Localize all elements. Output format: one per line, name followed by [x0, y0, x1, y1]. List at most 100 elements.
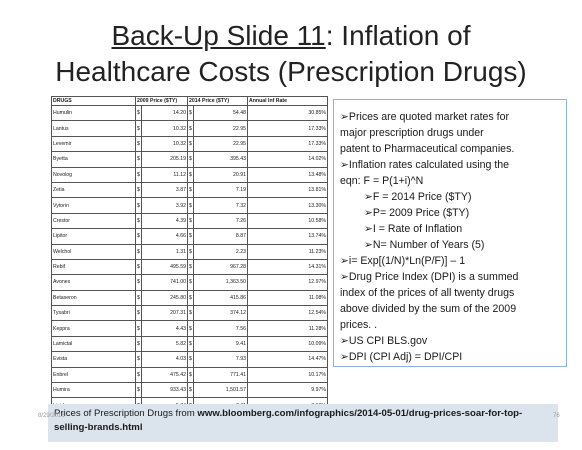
rate-cell: 17.33%	[247, 135, 328, 153]
rate-cell: 10.09%	[247, 335, 328, 353]
drug-cell: Tysabri	[51, 305, 136, 322]
header-drugs: DRUGS	[51, 96, 136, 106]
drug-cell: Avonex	[51, 274, 136, 291]
rate-cell: 10.17%	[247, 366, 328, 384]
price-2014-cell: 54.48	[193, 104, 248, 122]
price-2014-cell: 20.91	[193, 166, 248, 183]
note-subline: ➢N= Number of Years (5)	[364, 239, 485, 251]
rate-cell: 13.74%	[247, 228, 328, 245]
price-2009-cell: 5.82	[141, 335, 188, 353]
price-2009-cell: 4.03	[141, 351, 188, 368]
slide-title: Back-Up Slide 11: Inflation of Healthcar…	[0, 18, 582, 90]
table-row: Lamictal $5.82 $9.41 10.09%	[51, 335, 328, 353]
table-row: Betaseron $245.80 $415.86 11.08%	[51, 289, 328, 307]
note-line: ➢US CPI BLS.gov	[340, 335, 428, 347]
rate-cell: 13.48%	[247, 166, 328, 183]
table-row: Levemir $10.32 $22.95 17.33%	[51, 135, 328, 153]
price-2009-cell: 3.87	[141, 181, 188, 199]
drug-cell: Rebif	[51, 258, 136, 276]
rate-cell: 9.97%	[247, 382, 328, 399]
price-2014-cell: 8.87	[193, 228, 248, 245]
drug-cell: Crestor	[51, 212, 136, 230]
drug-cell: Welchol	[51, 243, 136, 260]
note-line: above divided by the sum of the 2009	[340, 303, 517, 315]
rate-cell: 14.47%	[247, 351, 328, 368]
note-subline: ➢F = 2014 Price ($TY)	[364, 191, 472, 203]
price-2009-cell: 10.32	[141, 120, 188, 137]
price-2009-cell: 495.59	[141, 258, 188, 276]
note-line: index of the prices of all twenty drugs	[340, 287, 515, 299]
note-line: ➢i= Exp[(1/N)*Ln(P/F)] – 1	[340, 255, 466, 267]
table-row: Tysabri $207.31 $374.12 12.54%	[51, 305, 328, 322]
source-link[interactable]: www.bloomberg.com/infographics/2014-05-0…	[197, 408, 523, 419]
table-row: Lipitor $4.66 $8.87 13.74%	[51, 228, 328, 245]
title-underlined: Back-Up Slide 11	[111, 20, 326, 51]
drug-cell: Lamictal	[51, 335, 136, 353]
notes-box: ➢Prices are quoted market rates for majo…	[333, 99, 567, 367]
table-row: Lantus $10.32 $22.95 17.33%	[51, 120, 328, 137]
price-2014-cell: 22.95	[193, 120, 248, 137]
drug-cell: Humulin	[51, 104, 136, 122]
page-number: 76	[553, 413, 560, 419]
table-row: Enbrel $475.42 $771.41 10.17%	[51, 366, 328, 384]
price-2009-cell: 14.20	[141, 104, 188, 122]
note-line: ➢Prices are quoted market rates for	[340, 111, 510, 123]
table-row: Keppra $4.43 $7.56 11.28%	[51, 320, 328, 337]
drug-cell: Lantus	[51, 120, 136, 137]
price-2009-cell: 205.19	[141, 151, 188, 168]
price-2009-cell: 4.43	[141, 320, 188, 337]
drug-cell: Keppra	[51, 320, 136, 337]
price-2014-cell: 2.23	[193, 243, 248, 260]
price-2014-cell: 1,363.50	[193, 274, 248, 291]
price-2009-cell: 475.42	[141, 366, 188, 384]
source-link-continued[interactable]: selling-brands.html	[54, 422, 143, 433]
note-line: ➢DPI (CPI Adj) = DPI/CPI	[340, 351, 463, 363]
note-line: prices. .	[340, 319, 378, 331]
rate-cell: 11.28%	[247, 320, 328, 337]
price-2009-cell: 933.43	[141, 382, 188, 399]
table-row: Humira $933.43 $1,501.57 9.97%	[51, 382, 328, 399]
price-2014-cell: 22.95	[193, 135, 248, 153]
header-2014-price: 2014 Price ($TY)	[187, 96, 248, 106]
price-2014-cell: 9.41	[193, 335, 248, 353]
drug-cell: Betaseron	[51, 289, 136, 307]
drug-cell: Enbrel	[51, 366, 136, 384]
price-2009-cell: 11.12	[141, 166, 188, 183]
drug-cell: Levemir	[51, 135, 136, 153]
price-2009-cell: 4.39	[141, 212, 188, 230]
rate-cell: 12.97%	[247, 274, 328, 291]
note-subline: ➢I = Rate of Inflation	[364, 223, 463, 235]
price-2009-cell: 10.32	[141, 135, 188, 153]
drug-price-table: DRUGS 2009 Price ($TY) 2014 Price ($TY) …	[51, 96, 328, 434]
rate-cell: 10.58%	[247, 212, 328, 230]
price-2014-cell: 7.32	[193, 197, 248, 214]
table-body: Humulin $14.20 $54.48 30.85% Lantus $10.32 $22…	[51, 104, 328, 434]
rate-cell: 11.23%	[247, 243, 328, 260]
rate-cell: 11.08%	[247, 289, 328, 307]
table-row: Crestor $4.39 $7.26 10.58%	[51, 212, 328, 230]
price-2014-cell: 395.43	[193, 151, 248, 168]
table-row: Byetta $205.19 $395.43 14.02%	[51, 151, 328, 168]
note-subline: ➢P= 2009 Price ($TY)	[364, 207, 470, 219]
rate-cell: 13.30%	[247, 197, 328, 214]
price-2014-cell: 7.56	[193, 320, 248, 337]
price-2014-cell: 771.41	[193, 366, 248, 384]
price-2009-cell: 1.31	[141, 243, 188, 260]
title-rest: : Inflation of	[325, 20, 471, 51]
rate-cell: 13.81%	[247, 181, 328, 199]
header-annual-rate: Annual Inf Rate	[247, 96, 328, 106]
table-row: Rebif $495.59 $967.28 14.31%	[51, 258, 328, 276]
drug-cell: Zetia	[51, 181, 136, 199]
title-line2: Healthcare Costs (Prescription Drugs)	[55, 56, 527, 87]
rate-cell: 14.02%	[247, 151, 328, 168]
price-2009-cell: 4.66	[141, 228, 188, 245]
table-row: Vytorin $3.92 $7.32 13.30%	[51, 197, 328, 214]
price-2014-cell: 7.19	[193, 181, 248, 199]
table-row: Humulin $14.20 $54.48 30.85%	[51, 104, 328, 122]
table-row: Evista $4.03 $7.93 14.47%	[51, 351, 328, 368]
note-line: eqn: F = P(1+i)^N	[340, 175, 424, 187]
note-line: patent to Pharmaceutical companies.	[340, 143, 515, 155]
price-2014-cell: 415.86	[193, 289, 248, 307]
drug-cell: Vytorin	[51, 197, 136, 214]
